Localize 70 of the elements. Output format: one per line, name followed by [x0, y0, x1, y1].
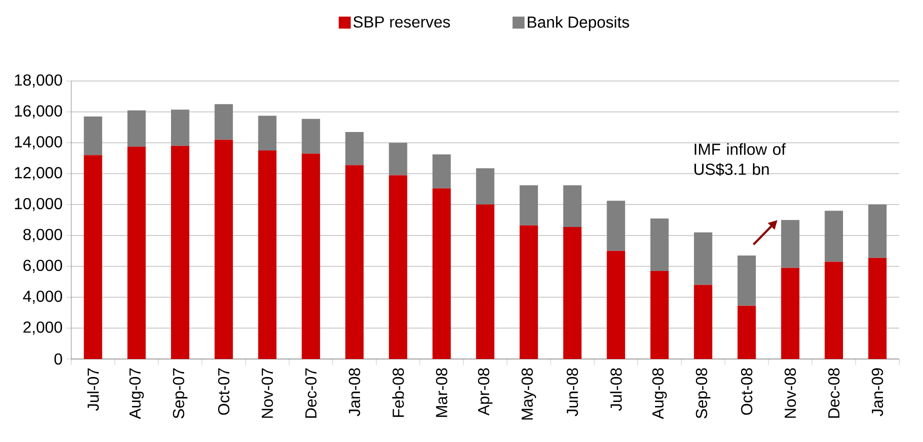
bar [214, 140, 233, 359]
x-tick-label: Dec-08 [828, 368, 840, 418]
bar [868, 204, 887, 258]
bar [432, 188, 451, 359]
x-tick-label: Mar-08 [436, 368, 448, 417]
bar [738, 306, 756, 359]
bar [127, 146, 146, 359]
x-tick-label: Apr-08 [478, 368, 492, 416]
bar [388, 175, 408, 359]
annotation: IMF inflow of US$3.1 bn [694, 143, 786, 176]
legend-label: SBP reserves [353, 16, 450, 28]
x-tick-label: Jul-07 [87, 368, 99, 411]
x-tick-label: Aug-07 [129, 368, 144, 420]
x-tick-label: Nov-07 [262, 368, 273, 418]
bar [258, 116, 276, 150]
y-tick-label: 0 [54, 353, 62, 365]
bar [694, 284, 712, 359]
y-tick-label: 18,000 [14, 74, 62, 88]
bar [563, 185, 582, 227]
y-tick-label: 16,000 [14, 105, 62, 118]
bar [781, 220, 800, 268]
y-tick-label: 12,000 [14, 167, 62, 180]
bar [824, 210, 844, 262]
x-tick-label: Jul-08 [610, 368, 622, 411]
bar [606, 200, 626, 251]
x-tick-label: Sep-08 [696, 368, 710, 418]
y-tick-label: 6,000 [23, 260, 62, 273]
bar [520, 225, 538, 359]
x-tick-label: Sep-07 [172, 368, 188, 418]
bar [738, 256, 756, 306]
y-tick-label: 14,000 [14, 136, 62, 150]
bar [432, 154, 451, 188]
legend-label: Bank Deposits [528, 16, 630, 31]
bar [214, 104, 233, 140]
bar [606, 250, 626, 359]
bar [694, 232, 712, 285]
bar [84, 155, 102, 359]
x-tick-label: May-08 [522, 368, 536, 420]
x-tick-label: Jan-08 [348, 368, 360, 416]
x-tick-label: Oct-08 [741, 368, 752, 415]
y-tick-label: 4,000 [23, 290, 62, 304]
bar [302, 154, 320, 359]
bar [476, 204, 494, 359]
bar [388, 142, 408, 176]
bar [171, 110, 190, 146]
bar [650, 218, 669, 271]
bar [520, 185, 538, 226]
bar [171, 146, 190, 359]
bar [258, 150, 276, 359]
y-tick-label: 2,000 [23, 322, 62, 335]
x-tick-label: Nov-08 [784, 368, 796, 418]
y-tick-label: 8,000 [23, 228, 62, 242]
bar [84, 116, 102, 156]
bar [868, 258, 887, 359]
bar [345, 132, 364, 166]
bar [781, 268, 800, 359]
bar [476, 168, 494, 205]
bar [824, 262, 844, 359]
x-tick-label: Dec-07 [305, 368, 317, 418]
bar [345, 165, 364, 359]
bar [563, 226, 582, 359]
x-tick-label: Feb-08 [392, 368, 404, 417]
x-tick-label: Jun-08 [566, 368, 578, 416]
x-tick-label: Oct-07 [218, 368, 230, 415]
x-tick-label: Aug-08 [652, 368, 667, 420]
y-tick-label: 10,000 [14, 198, 62, 212]
bar [127, 110, 146, 147]
bar [302, 118, 320, 154]
x-tick-label: Jan-09 [872, 368, 884, 416]
bar [650, 270, 669, 359]
